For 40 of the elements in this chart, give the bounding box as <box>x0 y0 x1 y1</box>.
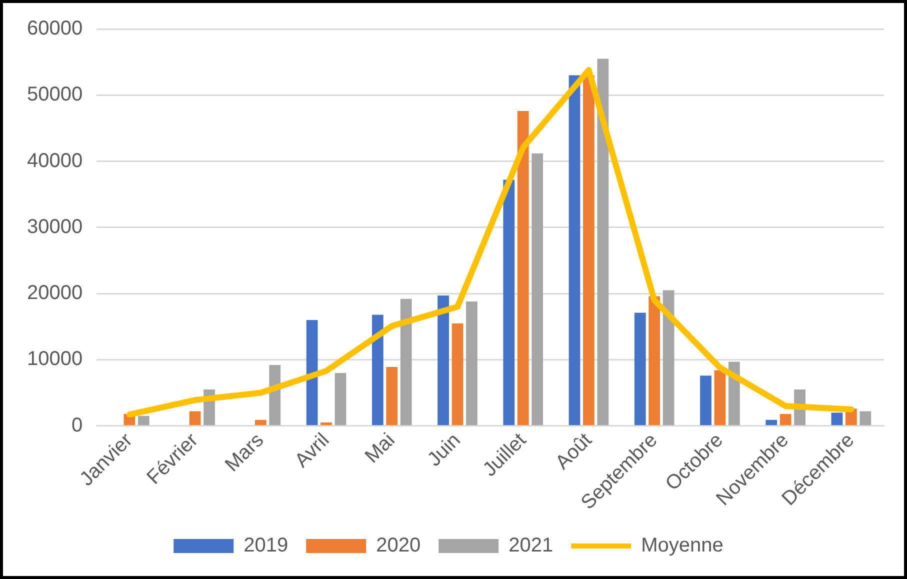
bar <box>583 75 594 426</box>
x-tick-label: Juin <box>423 429 465 471</box>
bar <box>648 296 660 426</box>
y-tick-label: 60000 <box>26 18 83 40</box>
bar <box>860 411 872 426</box>
bar <box>780 414 792 426</box>
bar <box>334 372 346 426</box>
bar <box>662 290 674 426</box>
bar <box>306 320 318 426</box>
y-tick-label: 0 <box>71 414 83 436</box>
bar <box>254 420 266 426</box>
bar <box>766 420 778 426</box>
bar <box>503 180 515 426</box>
legend-label: 2021 <box>508 534 554 557</box>
legend-label: 2020 <box>376 534 421 557</box>
legend-label: 2019 <box>244 534 288 557</box>
legend-label: Moyenne <box>641 534 724 557</box>
bar <box>438 296 449 426</box>
bar <box>400 298 412 426</box>
bar <box>189 411 201 426</box>
bar <box>532 153 544 426</box>
bar <box>700 376 712 426</box>
y-tick-label: 30000 <box>26 216 83 238</box>
bar <box>568 75 580 426</box>
x-tick-label: Mai <box>360 429 400 468</box>
y-tick-label: 10000 <box>26 348 83 370</box>
y-tick-label: 50000 <box>26 84 83 106</box>
bar <box>386 366 398 426</box>
bar <box>517 111 529 426</box>
y-tick-label: 40000 <box>26 150 83 172</box>
bar <box>597 58 609 426</box>
bar <box>138 416 150 426</box>
bar <box>372 314 384 426</box>
bar <box>634 312 646 426</box>
bar <box>714 370 726 426</box>
bar <box>320 422 332 426</box>
bar <box>452 323 464 426</box>
bar <box>831 412 843 426</box>
bar <box>466 302 478 426</box>
y-tick-label: 20000 <box>26 282 83 304</box>
